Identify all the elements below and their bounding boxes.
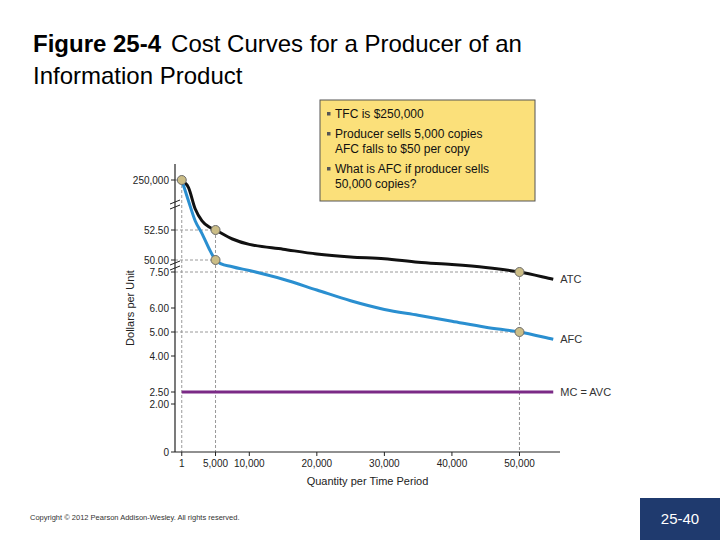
point-marker [177,176,186,185]
x-axis-title: Quantity per Time Period [307,475,429,487]
y-tick [171,404,175,405]
x-tick [316,452,317,456]
x-tick [519,452,520,456]
y-tick [171,272,175,273]
y-tick [171,356,175,357]
title-line: Cost Curves for a Producer of an [171,30,522,57]
axis-break [170,261,180,265]
annotation-text: 50,000 copies? [335,177,417,191]
point-marker [211,256,220,265]
y-tick-label: 250,000 [133,175,170,186]
series-line [182,180,553,339]
y-tick [171,260,175,261]
y-tick-label: 6.00 [150,303,170,314]
x-axis [175,451,560,452]
point-marker [515,328,524,337]
x-tick-label: 50,000 [504,458,535,469]
annotation-text: What is AFC if producer sells [335,162,489,176]
y-tick [171,332,175,333]
annotation-box [320,100,535,201]
y-tick [171,392,175,393]
y-tick [171,230,175,231]
y-axis-title: Dollars per Unit [124,270,136,346]
guide-line [175,272,519,273]
x-tick [249,452,250,456]
bullet [327,132,331,136]
y-tick [171,180,175,181]
bullet [327,167,331,171]
x-tick [215,452,216,456]
point-marker [515,268,524,277]
y-tick-label: 7.50 [150,267,170,278]
axis-break [170,200,180,204]
annotation-text: Producer sells 5,000 copies [335,127,482,141]
slide: Figure 25-4 Cost Curves for a Producer of… [0,0,720,540]
annotation-text: AFC falls to $50 per copy [335,142,470,156]
guide-line [181,180,182,452]
x-tick [451,452,452,456]
page-number: 25-40 [661,510,699,527]
x-tick-label: 20,000 [302,458,333,469]
axis-break [170,205,180,209]
y-tick [171,452,175,453]
figure-label: Figure 25-4 [33,30,162,57]
axis-break [170,266,180,270]
annotation-text: TFC is $250,000 [335,107,424,121]
guide-line [175,260,216,261]
series-line [182,391,553,394]
point-marker [211,226,220,235]
y-tick-label: 52.50 [144,225,169,236]
y-tick-label: 2.00 [150,399,170,410]
x-tick [384,452,385,456]
guide-line [215,260,216,452]
x-tick-label: 1 [179,458,185,469]
x-tick [181,452,182,456]
guide-line [175,230,216,231]
x-tick-label: 10,000 [234,458,265,469]
x-tick-label: 30,000 [369,458,400,469]
page-box [640,498,720,540]
title: Figure 25-4 Cost Curves for a Producer of… [33,30,522,57]
series-label: AFC [560,333,582,345]
guide-line [175,332,519,333]
y-tick-label: 2.50 [150,387,170,398]
guide-line [519,272,520,452]
series-label: MC = AVC [560,386,611,398]
y-tick [171,308,175,309]
y-tick-label: 5.00 [150,327,170,338]
y-tick-label: 0 [163,447,169,458]
x-tick-label: 5,000 [203,458,228,469]
bullet [327,112,331,116]
y-tick-label: 50.00 [144,255,169,266]
series-label: ATC [560,273,581,285]
x-tick-label: 40,000 [437,458,468,469]
y-tick-label: 4.00 [150,351,170,362]
title-line: Information Product [33,62,243,89]
plot-area [177,176,553,393]
copyright: Copyright © 2012 Pearson Addison-Wesley.… [30,513,240,522]
